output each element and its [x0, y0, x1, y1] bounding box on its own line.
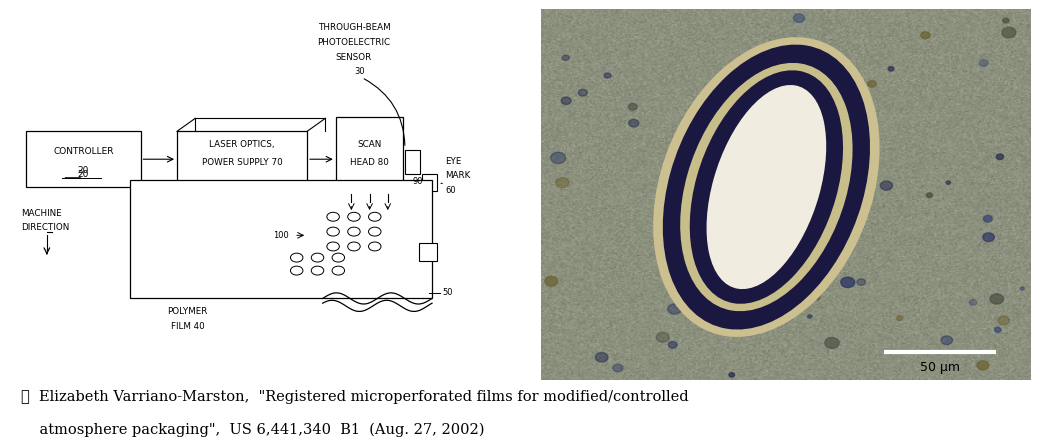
- Circle shape: [544, 276, 558, 286]
- Text: EYE: EYE: [446, 156, 461, 166]
- Text: POWER SUPPLY 70: POWER SUPPLY 70: [202, 158, 282, 168]
- Circle shape: [969, 300, 976, 305]
- Bar: [405, 150, 420, 174]
- Circle shape: [990, 294, 1004, 304]
- Text: SENSOR: SENSOR: [336, 53, 372, 61]
- Circle shape: [888, 67, 894, 71]
- Bar: [130, 179, 432, 298]
- Circle shape: [977, 361, 989, 370]
- Circle shape: [998, 316, 1010, 325]
- Bar: [177, 131, 307, 187]
- Circle shape: [1002, 27, 1016, 38]
- Circle shape: [781, 227, 793, 237]
- Text: 20: 20: [78, 166, 88, 175]
- Bar: [422, 174, 437, 191]
- Circle shape: [629, 119, 639, 127]
- Text: HEAD 80: HEAD 80: [350, 158, 389, 168]
- Text: SCAN: SCAN: [357, 140, 382, 149]
- Circle shape: [629, 103, 637, 110]
- Circle shape: [768, 238, 782, 248]
- Circle shape: [731, 65, 744, 75]
- Circle shape: [595, 353, 608, 362]
- Text: THROUGH-BEAM: THROUGH-BEAM: [318, 23, 390, 32]
- Ellipse shape: [653, 37, 880, 337]
- Circle shape: [747, 159, 752, 162]
- Ellipse shape: [690, 70, 843, 304]
- Circle shape: [926, 193, 933, 198]
- Bar: [335, 117, 404, 194]
- Circle shape: [980, 60, 988, 66]
- Circle shape: [921, 32, 930, 39]
- Text: MARK: MARK: [446, 171, 471, 180]
- Text: 50 μm: 50 μm: [920, 362, 960, 374]
- Circle shape: [1002, 18, 1009, 23]
- Text: DIRECTION: DIRECTION: [21, 223, 69, 232]
- Ellipse shape: [663, 45, 870, 330]
- Circle shape: [551, 152, 565, 164]
- Circle shape: [793, 14, 805, 23]
- Text: 100: 100: [273, 231, 289, 240]
- Circle shape: [675, 209, 683, 215]
- Circle shape: [819, 143, 832, 152]
- Circle shape: [794, 73, 806, 82]
- Circle shape: [868, 81, 877, 87]
- Circle shape: [983, 233, 994, 242]
- Text: CONTROLLER: CONTROLLER: [53, 147, 113, 156]
- Text: LASER OPTICS,: LASER OPTICS,: [209, 140, 275, 149]
- Circle shape: [1020, 287, 1024, 290]
- Circle shape: [996, 154, 1004, 160]
- Circle shape: [805, 223, 809, 226]
- Circle shape: [755, 89, 767, 99]
- Circle shape: [556, 178, 569, 188]
- Circle shape: [562, 55, 569, 61]
- Ellipse shape: [707, 85, 827, 289]
- Circle shape: [613, 364, 623, 372]
- Text: 30: 30: [354, 68, 364, 76]
- Bar: [26, 131, 141, 187]
- Circle shape: [713, 77, 721, 84]
- Circle shape: [841, 277, 855, 288]
- Text: 90: 90: [412, 177, 423, 186]
- Circle shape: [561, 97, 572, 104]
- Bar: [418, 243, 437, 261]
- Circle shape: [811, 255, 815, 259]
- Circle shape: [668, 304, 681, 314]
- Ellipse shape: [680, 63, 853, 311]
- Circle shape: [729, 373, 735, 377]
- Text: MACHINE: MACHINE: [21, 209, 61, 217]
- Circle shape: [896, 316, 903, 320]
- Text: atmosphere packaging",  US 6,441,340  B1  (Aug. 27, 2002): atmosphere packaging", US 6,441,340 B1 (…: [21, 422, 484, 437]
- Text: 60: 60: [446, 186, 456, 195]
- Circle shape: [946, 181, 950, 184]
- Circle shape: [812, 262, 822, 270]
- Text: 20: 20: [78, 170, 88, 179]
- Text: 50: 50: [442, 288, 453, 297]
- Circle shape: [816, 297, 820, 300]
- Circle shape: [668, 342, 677, 348]
- Text: ※  Elizabeth Varriano-Marston,  "Registered microperforated films for modified/c: ※ Elizabeth Varriano-Marston, "Registere…: [21, 390, 688, 404]
- Circle shape: [881, 181, 892, 190]
- Circle shape: [984, 215, 992, 222]
- Circle shape: [656, 332, 669, 342]
- Text: POLYMER: POLYMER: [168, 307, 207, 316]
- Circle shape: [857, 279, 865, 286]
- Circle shape: [578, 89, 587, 96]
- Circle shape: [604, 73, 611, 78]
- Text: PHOTOELECTRIC: PHOTOELECTRIC: [318, 38, 390, 47]
- Circle shape: [808, 315, 812, 318]
- Text: FILM 40: FILM 40: [171, 322, 204, 331]
- Circle shape: [865, 121, 872, 127]
- Circle shape: [824, 338, 839, 348]
- Circle shape: [941, 336, 953, 345]
- Circle shape: [864, 204, 870, 209]
- Circle shape: [994, 327, 1001, 332]
